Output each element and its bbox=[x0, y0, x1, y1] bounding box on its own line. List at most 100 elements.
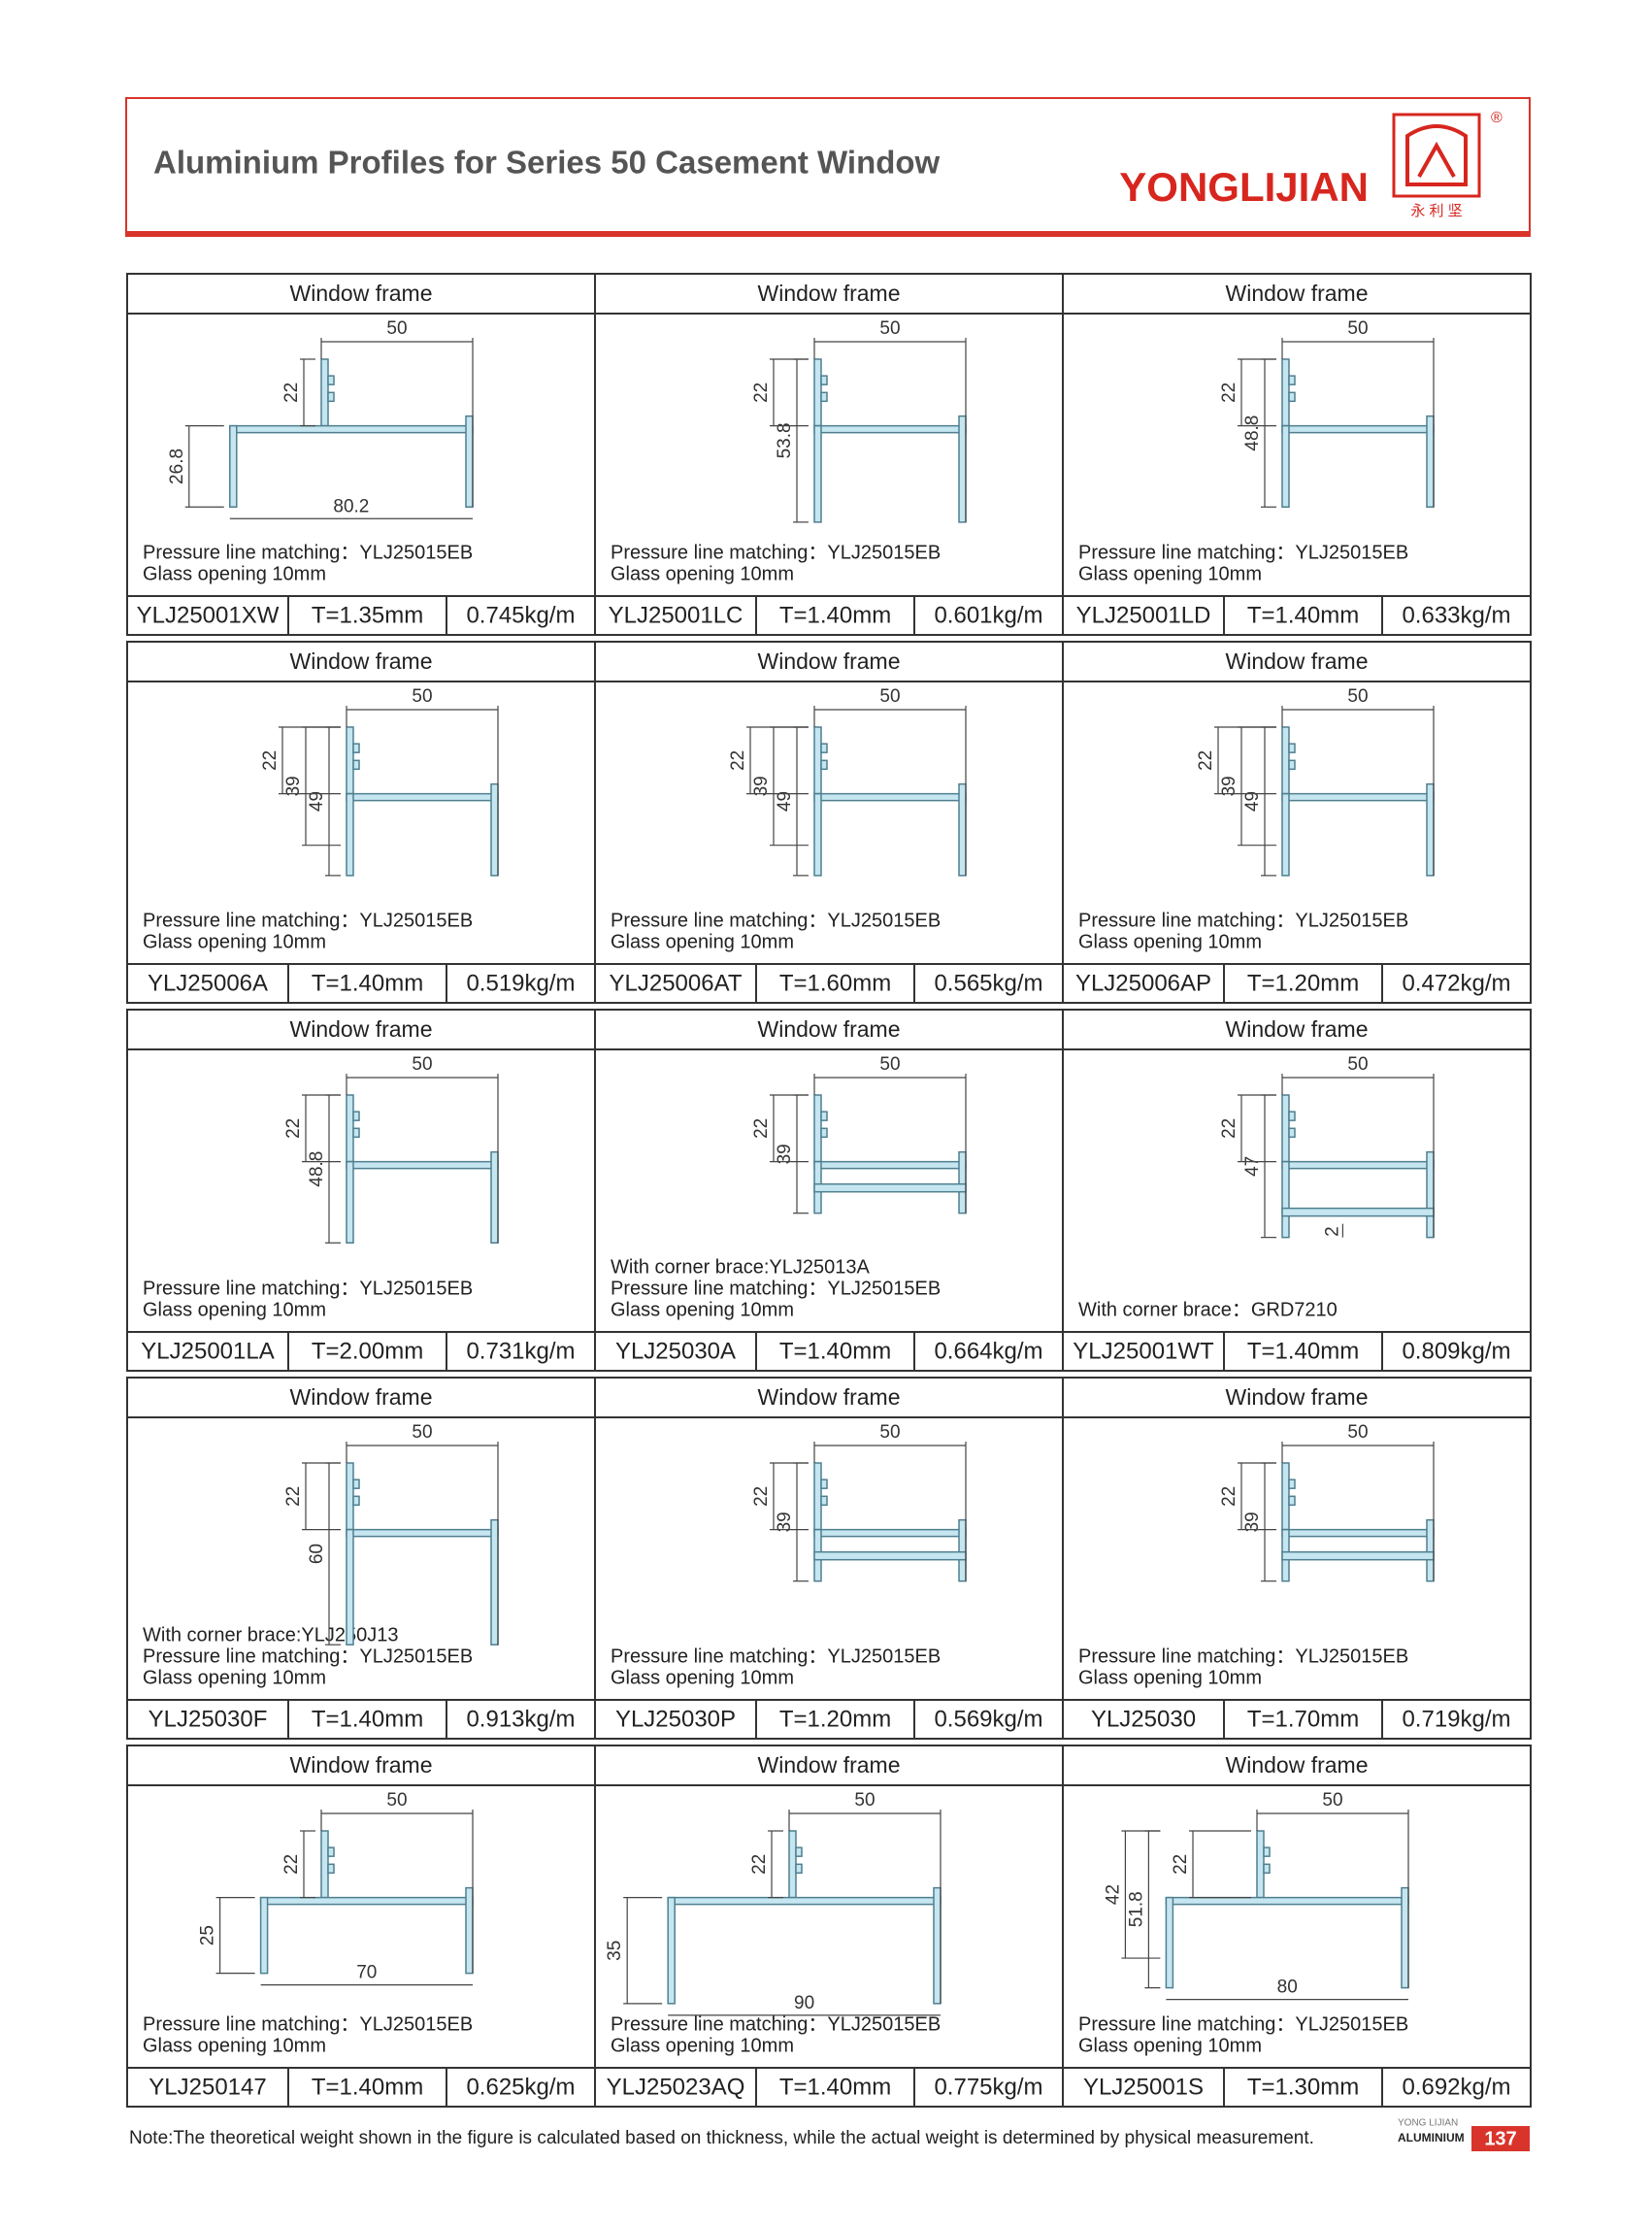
profile-leg bbox=[1281, 1160, 1290, 1239]
cell-note: Pressure line matching：YLJ25015EB bbox=[143, 910, 473, 931]
cell-weight: 0.601kg/m bbox=[934, 602, 1042, 628]
profile-hook bbox=[820, 759, 828, 771]
cell-code: YLJ25006AT bbox=[610, 970, 743, 996]
cell-note: Pressure line matching：YLJ25015EB bbox=[143, 1645, 473, 1667]
cell-code: YLJ25001S bbox=[1083, 2074, 1204, 2100]
dim-label: 39 bbox=[775, 1512, 795, 1532]
profile-drawing: 50 22 35 90 bbox=[605, 1790, 942, 2016]
cell-title: Window frame bbox=[758, 648, 901, 674]
cell-weight: 0.745kg/m bbox=[466, 602, 575, 628]
profile-drawing: 50 51.842 22 80 bbox=[1103, 1790, 1409, 2001]
dim-label: 22 bbox=[751, 1118, 772, 1139]
cell-weight: 0.775kg/m bbox=[934, 2074, 1042, 2100]
dim-label: 53.8 bbox=[775, 422, 795, 458]
cell-note: Glass opening 10mm bbox=[1078, 931, 1262, 952]
dim-label: 22 bbox=[260, 750, 281, 771]
profile-hook bbox=[820, 1127, 828, 1139]
registered-mark: ® bbox=[1491, 110, 1503, 126]
profile-hook bbox=[820, 1111, 828, 1121]
cell-thickness: T=1.60mm bbox=[779, 970, 891, 996]
cell-weight: 0.565kg/m bbox=[934, 970, 1042, 996]
cell-code: YLJ25006AP bbox=[1075, 970, 1211, 996]
cell-code: YLJ25030F bbox=[149, 1706, 268, 1732]
profile-hook bbox=[352, 1479, 360, 1489]
cell-thickness: T=1.40mm bbox=[779, 602, 891, 628]
dim-label: 49 bbox=[775, 791, 795, 812]
dim-label: 22 bbox=[1219, 1118, 1239, 1139]
profile-hook bbox=[820, 1479, 828, 1489]
dim-label: 60 bbox=[307, 1544, 327, 1564]
dim-label: 49 bbox=[1242, 791, 1263, 812]
dim-label: 50 bbox=[412, 686, 432, 707]
profile-cell: Window frame YLJ25001LC T=1.40mm 0.601kg/m P… bbox=[594, 273, 1064, 636]
profile-stem bbox=[1256, 1830, 1265, 1899]
profile-stem bbox=[346, 726, 354, 795]
profile-hook bbox=[352, 743, 360, 753]
cell-code: YLJ25001XW bbox=[137, 602, 280, 628]
profile-hook bbox=[352, 759, 360, 771]
profile-hook bbox=[1288, 391, 1296, 403]
cell-thickness: T=1.70mm bbox=[1247, 1706, 1359, 1732]
profile-stem bbox=[320, 1830, 329, 1899]
profile-cell: Window frame YLJ25006A T=1.40mm 0.519kg/m Pr… bbox=[126, 641, 596, 1004]
dim-label: 22 bbox=[1171, 1854, 1191, 1875]
dim-label: 50 bbox=[386, 1790, 407, 1811]
profile-bar bbox=[813, 424, 967, 434]
footer-brand: YONG LIJIAN bbox=[1398, 2118, 1458, 2129]
page-number-box bbox=[1471, 2126, 1530, 2151]
cell-thickness: T=1.40mm bbox=[312, 2074, 423, 2100]
cell-title: Window frame bbox=[290, 281, 433, 306]
dim-label: 50 bbox=[412, 1054, 432, 1075]
profile-cell: Window frame YLJ25001LD T=1.40mm 0.633kg/m P… bbox=[1062, 273, 1532, 636]
profile-stem bbox=[320, 358, 329, 427]
cell-title: Window frame bbox=[1226, 281, 1369, 306]
profile-hook bbox=[1288, 743, 1296, 753]
cell-note: Glass opening 10mm bbox=[143, 931, 326, 952]
cell-weight: 0.472kg/m bbox=[1402, 970, 1510, 996]
profile-hook bbox=[1288, 759, 1296, 771]
cell-title: Window frame bbox=[290, 1016, 433, 1042]
cell-note: Pressure line matching：YLJ25015EB bbox=[611, 1645, 941, 1667]
profile-drawing: 50 22 25 70 bbox=[198, 1790, 474, 1986]
cell-note: Glass opening 10mm bbox=[143, 2035, 326, 2056]
cell-title: Window frame bbox=[758, 1752, 901, 1778]
profile-leg bbox=[346, 792, 354, 877]
profile-leg bbox=[1401, 1886, 1409, 1989]
cell-border bbox=[1062, 273, 1532, 636]
cell-border bbox=[1062, 1745, 1532, 2108]
cell-note: Glass opening 10mm bbox=[1078, 563, 1262, 584]
profile-leg bbox=[229, 424, 238, 509]
profile-cell: Window frame YLJ25023AQ T=1.40mm 0.775kg/m P… bbox=[594, 1745, 1064, 2108]
cell-title: Window frame bbox=[290, 1384, 433, 1410]
profile-bar bbox=[259, 1896, 474, 1906]
footer-note: Note:The theoretical weight shown in the… bbox=[129, 2128, 1314, 2148]
profile-hook bbox=[1288, 1111, 1296, 1121]
profile-hook bbox=[795, 1863, 803, 1875]
cell-code: YLJ25030A bbox=[615, 1338, 736, 1364]
cell-note: Glass opening 10mm bbox=[143, 1299, 326, 1320]
profile-cell: Window frame YLJ25030F T=1.40mm 0.913kg/m Wi… bbox=[126, 1377, 596, 1740]
dim-label: 50 bbox=[879, 1422, 900, 1443]
dim-label: 2 bbox=[1322, 1226, 1342, 1237]
cell-note: With corner brace:YLJ25013A bbox=[611, 1256, 870, 1278]
cell-code: YLJ25030P bbox=[615, 1706, 736, 1732]
profile-stem bbox=[813, 726, 822, 795]
cell-note: Pressure line matching：YLJ25015EB bbox=[1078, 542, 1408, 563]
profile-bar bbox=[229, 424, 474, 434]
cell-note: Pressure line matching：YLJ25015EB bbox=[143, 542, 473, 563]
cell-note: Pressure line matching：YLJ25015EB bbox=[143, 1278, 473, 1299]
cell-title: Window frame bbox=[1226, 1752, 1369, 1778]
cell-weight: 0.519kg/m bbox=[466, 970, 575, 996]
profile-bar bbox=[1281, 792, 1435, 802]
profile-stem bbox=[1281, 726, 1290, 795]
dim-label: 51.8 bbox=[1126, 1891, 1146, 1927]
cell-title: Window frame bbox=[758, 1016, 901, 1042]
cell-note: Glass opening 10mm bbox=[611, 2035, 794, 2056]
profile-drawing: 50 48.822 bbox=[1219, 318, 1435, 509]
profile-stem bbox=[813, 358, 822, 427]
profile-cell: Window frame YLJ25030 T=1.70mm 0.719kg/m Pre… bbox=[1062, 1377, 1532, 1740]
